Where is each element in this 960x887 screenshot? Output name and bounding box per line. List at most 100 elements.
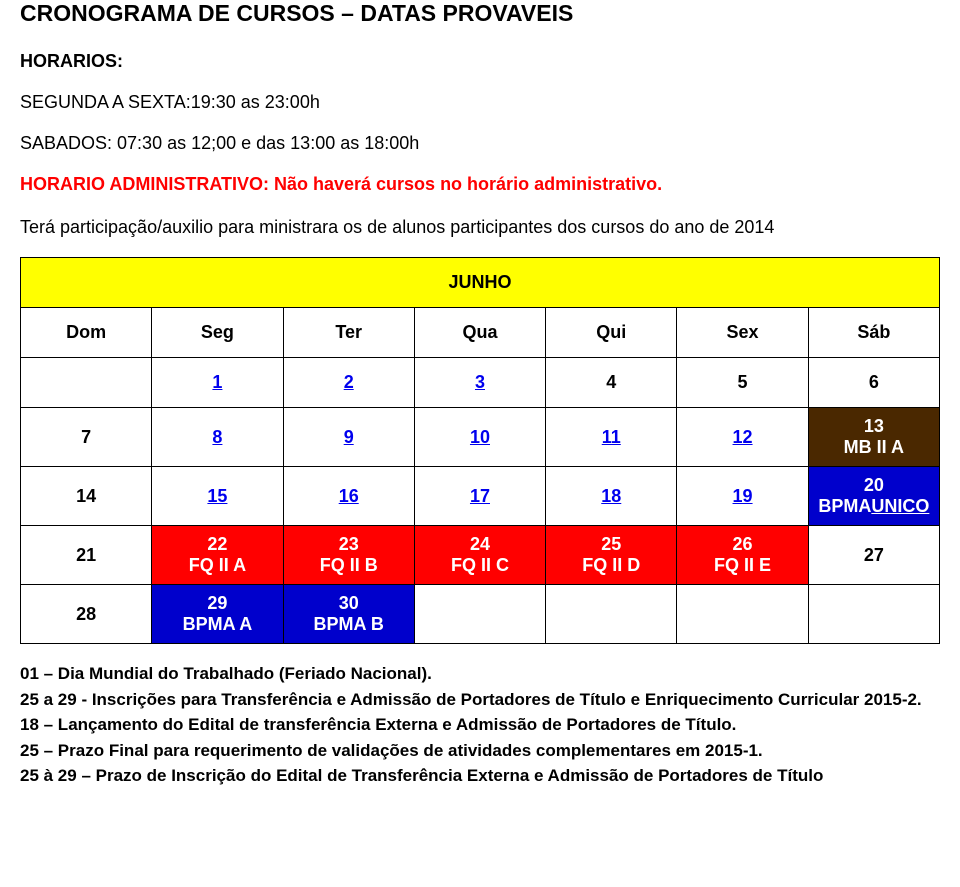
day-25-fq2d: 25 FQ II D: [546, 526, 677, 585]
day-5: 5: [677, 358, 808, 408]
course-label: BPMAUNICO: [813, 496, 935, 517]
course-label: FQ II C: [419, 555, 541, 576]
day-text: 27: [864, 545, 884, 565]
day-9: 9: [283, 408, 414, 467]
day-link: 8: [212, 427, 222, 447]
note-line: 25 à 29 – Prazo de Inscrição do Edital d…: [20, 764, 940, 787]
day-number: 23: [288, 534, 410, 555]
page-title: CRONOGRAMA DE CURSOS – DATAS PROVAVEIS: [20, 0, 940, 27]
day-number: 30: [288, 593, 410, 614]
day-number: 26: [681, 534, 803, 555]
day-link: 10: [470, 427, 490, 447]
unico-text: UNICO: [871, 496, 929, 516]
empty-cell: [808, 585, 939, 644]
month-row: JUNHO: [21, 258, 940, 308]
day-10: 10: [414, 408, 545, 467]
calendar-row-1: 1 2 3 4 5 6: [21, 358, 940, 408]
day-16: 16: [283, 467, 414, 526]
day-18: 18: [546, 467, 677, 526]
day-11: 11: [546, 408, 677, 467]
bpma-prefix: BPMA: [818, 496, 871, 516]
day-23-fq2b: 23 FQ II B: [283, 526, 414, 585]
day-14: 14: [21, 467, 152, 526]
day-28: 28: [21, 585, 152, 644]
weekday-ter: Ter: [283, 308, 414, 358]
day-link: 17: [470, 486, 490, 506]
weekday-sab: Sáb: [808, 308, 939, 358]
day-13-mb2a: 13 MB II A: [808, 408, 939, 467]
day-7: 7: [21, 408, 152, 467]
calendar-table: JUNHO Dom Seg Ter Qua Qui Sex Sáb 1 2 3 …: [20, 257, 940, 644]
weekday-dom: Dom: [21, 308, 152, 358]
day-text: 6: [869, 372, 879, 392]
day-text: 14: [76, 486, 96, 506]
saturday-hours-line: SABADOS: 07:30 as 12;00 e das 13:00 as 1…: [20, 133, 940, 154]
weekday-seg: Seg: [152, 308, 283, 358]
course-label: BPMA A: [156, 614, 278, 635]
empty-cell: [546, 585, 677, 644]
day-number: 29: [156, 593, 278, 614]
day-number: 22: [156, 534, 278, 555]
day-text: 5: [738, 372, 748, 392]
course-label: BPMA B: [288, 614, 410, 635]
day-2: 2: [283, 358, 414, 408]
day-text: 4: [606, 372, 616, 392]
day-text: 21: [76, 545, 96, 565]
day-1: 1: [152, 358, 283, 408]
empty-cell: [414, 585, 545, 644]
month-cell: JUNHO: [21, 258, 940, 308]
day-6: 6: [808, 358, 939, 408]
note-line: 01 – Dia Mundial do Trabalhado (Feriado …: [20, 662, 940, 685]
day-8: 8: [152, 408, 283, 467]
admin-hours-line: HORARIO ADMINISTRATIVO: Não haverá curso…: [20, 174, 940, 195]
day-link: 11: [602, 427, 621, 447]
weekday-qua: Qua: [414, 308, 545, 358]
calendar-row-3: 14 15 16 17 18 19 20 BPMAUNICO: [21, 467, 940, 526]
course-label: MB II A: [813, 437, 935, 458]
weekday-sex: Sex: [677, 308, 808, 358]
course-label: FQ II B: [288, 555, 410, 576]
page-container: CRONOGRAMA DE CURSOS – DATAS PROVAVEIS H…: [0, 0, 960, 810]
day-text: 28: [76, 604, 96, 624]
day-number: 24: [419, 534, 541, 555]
extra-info-line: Terá participação/auxilio para ministrar…: [20, 215, 940, 239]
day-link: 1: [212, 372, 222, 392]
day-link: 12: [733, 427, 753, 447]
day-12: 12: [677, 408, 808, 467]
weekday-header-row: Dom Seg Ter Qua Qui Sex Sáb: [21, 308, 940, 358]
day-link: 18: [601, 486, 621, 506]
day-15: 15: [152, 467, 283, 526]
day-20-bpmaunico: 20 BPMAUNICO: [808, 467, 939, 526]
day-21: 21: [21, 526, 152, 585]
calendar-row-4: 21 22 FQ II A 23 FQ II B 24 FQ II C 25 F…: [21, 526, 940, 585]
calendar-row-5: 28 29 BPMA A 30 BPMA B: [21, 585, 940, 644]
day-24-fq2c: 24 FQ II C: [414, 526, 545, 585]
day-19: 19: [677, 467, 808, 526]
day-22-fq2a: 22 FQ II A: [152, 526, 283, 585]
empty-cell: [21, 358, 152, 408]
day-3: 3: [414, 358, 545, 408]
day-link: 3: [475, 372, 485, 392]
weekday-hours-line: SEGUNDA A SEXTA:19:30 as 23:00h: [20, 92, 940, 113]
day-link: 16: [339, 486, 359, 506]
course-label: FQ II D: [550, 555, 672, 576]
notes-block: 01 – Dia Mundial do Trabalhado (Feriado …: [20, 662, 940, 787]
day-26-fq2e: 26 FQ II E: [677, 526, 808, 585]
day-4: 4: [546, 358, 677, 408]
note-line: 25 a 29 - Inscrições para Transferência …: [20, 688, 940, 711]
day-number: 25: [550, 534, 672, 555]
horarios-label: HORARIOS:: [20, 51, 940, 72]
note-line: 18 – Lançamento do Edital de transferênc…: [20, 713, 940, 736]
day-30-bpmab: 30 BPMA B: [283, 585, 414, 644]
day-17: 17: [414, 467, 545, 526]
course-label: FQ II A: [156, 555, 278, 576]
day-29-bpmaa: 29 BPMA A: [152, 585, 283, 644]
day-link: 2: [344, 372, 354, 392]
day-number: 20: [813, 475, 935, 496]
empty-cell: [677, 585, 808, 644]
day-link: 19: [733, 486, 753, 506]
day-link: 9: [344, 427, 354, 447]
course-label: FQ II E: [681, 555, 803, 576]
calendar-row-2: 7 8 9 10 11 12 13 MB II A: [21, 408, 940, 467]
day-text: 7: [81, 427, 91, 447]
